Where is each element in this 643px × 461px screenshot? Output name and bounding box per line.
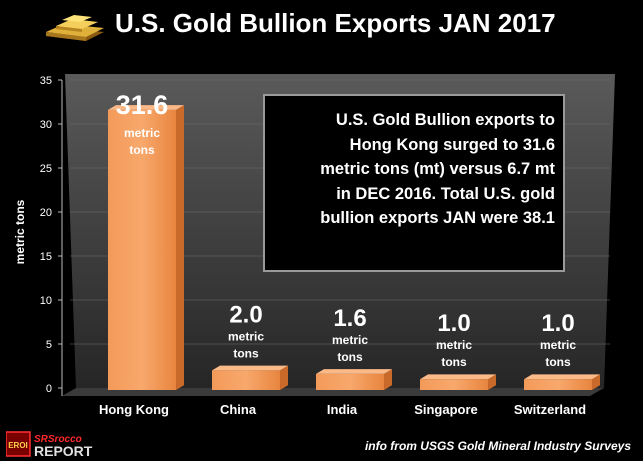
annotation-line: metric tons (mt) versus 6.7 mt <box>320 160 555 178</box>
bar-top <box>108 105 184 110</box>
annotation-line: Hong Kong surged to 31.6 <box>349 135 555 154</box>
srsrocco-logo: EROI SRSrocco REPORT <box>6 431 93 458</box>
data-label-unit: tons <box>233 346 259 360</box>
data-label-unit: tons <box>129 143 155 157</box>
y-tick-label: 20 <box>40 207 52 219</box>
x-tick-label: Singapore <box>414 402 478 417</box>
y-axis-label: metric tons <box>13 199 27 264</box>
bar-group <box>212 365 288 390</box>
bar <box>212 370 280 390</box>
logo-line1: SRSrocco <box>34 434 82 445</box>
data-label: 31.6 <box>116 90 169 120</box>
bar-group <box>524 374 600 390</box>
bar <box>420 379 488 390</box>
y-tick-label: 0 <box>46 383 52 395</box>
annotation-line: in DEC 2016. Total U.S. gold <box>336 184 555 203</box>
annotation-line: U.S. Gold Bullion exports to <box>335 111 555 129</box>
logo-line2: REPORT <box>34 443 93 458</box>
logo-badge: EROI <box>8 441 28 450</box>
data-label-unit: tons <box>441 355 467 369</box>
x-tick-label: Hong Kong <box>99 402 169 417</box>
y-tick-label: 25 <box>40 163 52 175</box>
annotation-box: U.S. Gold Bullion exports to Hong Kong s… <box>263 94 565 272</box>
data-label-unit: tons <box>337 350 363 364</box>
gold-bars-icon <box>46 15 104 41</box>
source-note: info from USGS Gold Mineral Industry Sur… <box>364 439 631 453</box>
bar-top <box>524 374 600 380</box>
bar-group <box>108 105 184 391</box>
bar-side <box>280 365 288 390</box>
bar-group <box>316 369 392 390</box>
x-tick-label: China <box>220 402 257 417</box>
data-label: 1.0 <box>541 310 574 337</box>
x-tick-label: India <box>327 402 358 417</box>
chart-title: U.S. Gold Bullion Exports JAN 2017 <box>115 8 556 38</box>
y-tick-label: 15 <box>40 251 52 263</box>
annotation-line: bullion exports JAN were 38.1 <box>320 209 555 227</box>
y-tick-label: 5 <box>46 339 52 351</box>
bar-side <box>592 374 600 390</box>
data-label-unit: metric <box>228 329 264 343</box>
y-tick-label: 35 <box>40 75 52 87</box>
data-label-unit: metric <box>332 333 368 347</box>
bar-side <box>488 374 496 390</box>
bar-top <box>420 374 496 380</box>
data-label-unit: metric <box>540 338 576 352</box>
x-tick-label: Switzerland <box>514 402 586 417</box>
bar <box>524 379 592 390</box>
y-tick-label: 30 <box>40 119 52 131</box>
data-label: 1.6 <box>333 305 366 332</box>
bar <box>316 373 384 390</box>
data-label: 1.0 <box>437 310 470 337</box>
data-label: 2.0 <box>229 301 262 328</box>
data-label-unit: metric <box>436 338 472 352</box>
data-label-unit: metric <box>124 126 160 140</box>
bar <box>108 109 176 391</box>
bar-side <box>384 369 392 390</box>
bar-top <box>316 369 392 374</box>
data-label-unit: tons <box>545 355 571 369</box>
bar-group <box>420 374 496 390</box>
bar-top <box>212 365 288 371</box>
bar-side <box>176 105 184 391</box>
y-tick-label: 10 <box>40 295 52 307</box>
